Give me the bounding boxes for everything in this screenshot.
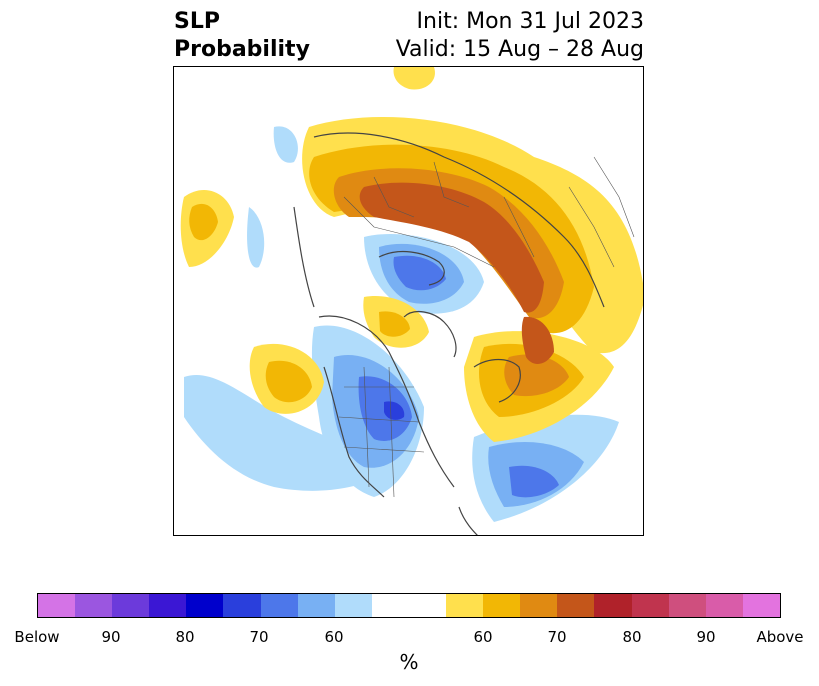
colorbar-segment	[297, 594, 335, 617]
colorbar-segment	[260, 594, 298, 617]
colorbar-tick-above-70: 70	[547, 628, 567, 646]
valid-range: Valid: 15 Aug – 28 Aug	[395, 37, 644, 62]
title-left: SLP Probability	[174, 8, 310, 64]
colorbar-segment	[38, 594, 76, 617]
map-region-below-70-arctic	[393, 255, 446, 291]
colorbar-tick-above: Above	[756, 628, 804, 646]
title-variable: SLP	[174, 9, 220, 34]
colorbar-segment	[705, 594, 743, 617]
map-region-above-75-atlantic	[521, 316, 554, 364]
title-product: Probability	[174, 37, 310, 62]
colorbar-tick-above-90: 90	[696, 628, 716, 646]
map-region-below-60-west	[247, 207, 265, 268]
colorbar-segment	[112, 594, 150, 617]
colorbar-segment	[557, 594, 595, 617]
map-region-above-65-pacific	[265, 360, 312, 403]
colorbar-segment	[483, 594, 521, 617]
coastlines	[293, 132, 605, 535]
title-right: Init: Mon 31 Jul 2023 Valid: 15 Aug – 28…	[396, 8, 644, 64]
colorbar-segment	[334, 594, 372, 617]
colorbar	[37, 593, 781, 618]
map-region-above-75-north	[359, 182, 544, 313]
colorbar-tick-below: Below	[14, 628, 60, 646]
map-region-above-65-west	[189, 203, 218, 241]
colorbar-segment	[149, 594, 187, 617]
colorbar-segment	[371, 594, 409, 617]
colorbar-segment	[446, 594, 484, 617]
colorbar-segment	[223, 594, 261, 617]
map-region-above-65-arctic	[379, 311, 410, 337]
map-region-below-60-northpac	[273, 126, 298, 163]
colorbar-segment	[631, 594, 669, 617]
colorbar-unit-label: %	[399, 650, 419, 674]
colorbar-segment	[408, 594, 447, 617]
colorbar-tick-above-60: 60	[473, 628, 493, 646]
colorbar-tick-above-80: 80	[622, 628, 642, 646]
country-borders	[338, 156, 635, 498]
colorbar-segment	[520, 594, 558, 617]
colorbar-tick-below-90: 90	[101, 628, 121, 646]
colorbar-tick-below-70: 70	[249, 628, 269, 646]
map-region-above-70-atlantic	[504, 354, 569, 397]
init-date: Init: Mon 31 Jul 2023	[416, 9, 644, 34]
colorbar-tick-below-80: 80	[175, 628, 195, 646]
map-region-below-75-na	[384, 401, 405, 420]
map-region-below-70-atlantic	[509, 465, 559, 498]
map-canvas	[180, 67, 643, 535]
probability-map	[173, 66, 644, 536]
map-region-above-60-topcenter	[393, 67, 435, 90]
colorbar-segment	[668, 594, 706, 617]
colorbar-segment	[75, 594, 113, 617]
colorbar-segment	[742, 594, 780, 617]
colorbar-segment	[186, 594, 224, 617]
colorbar-tick-below-60: 60	[324, 628, 344, 646]
colorbar-segment	[594, 594, 632, 617]
